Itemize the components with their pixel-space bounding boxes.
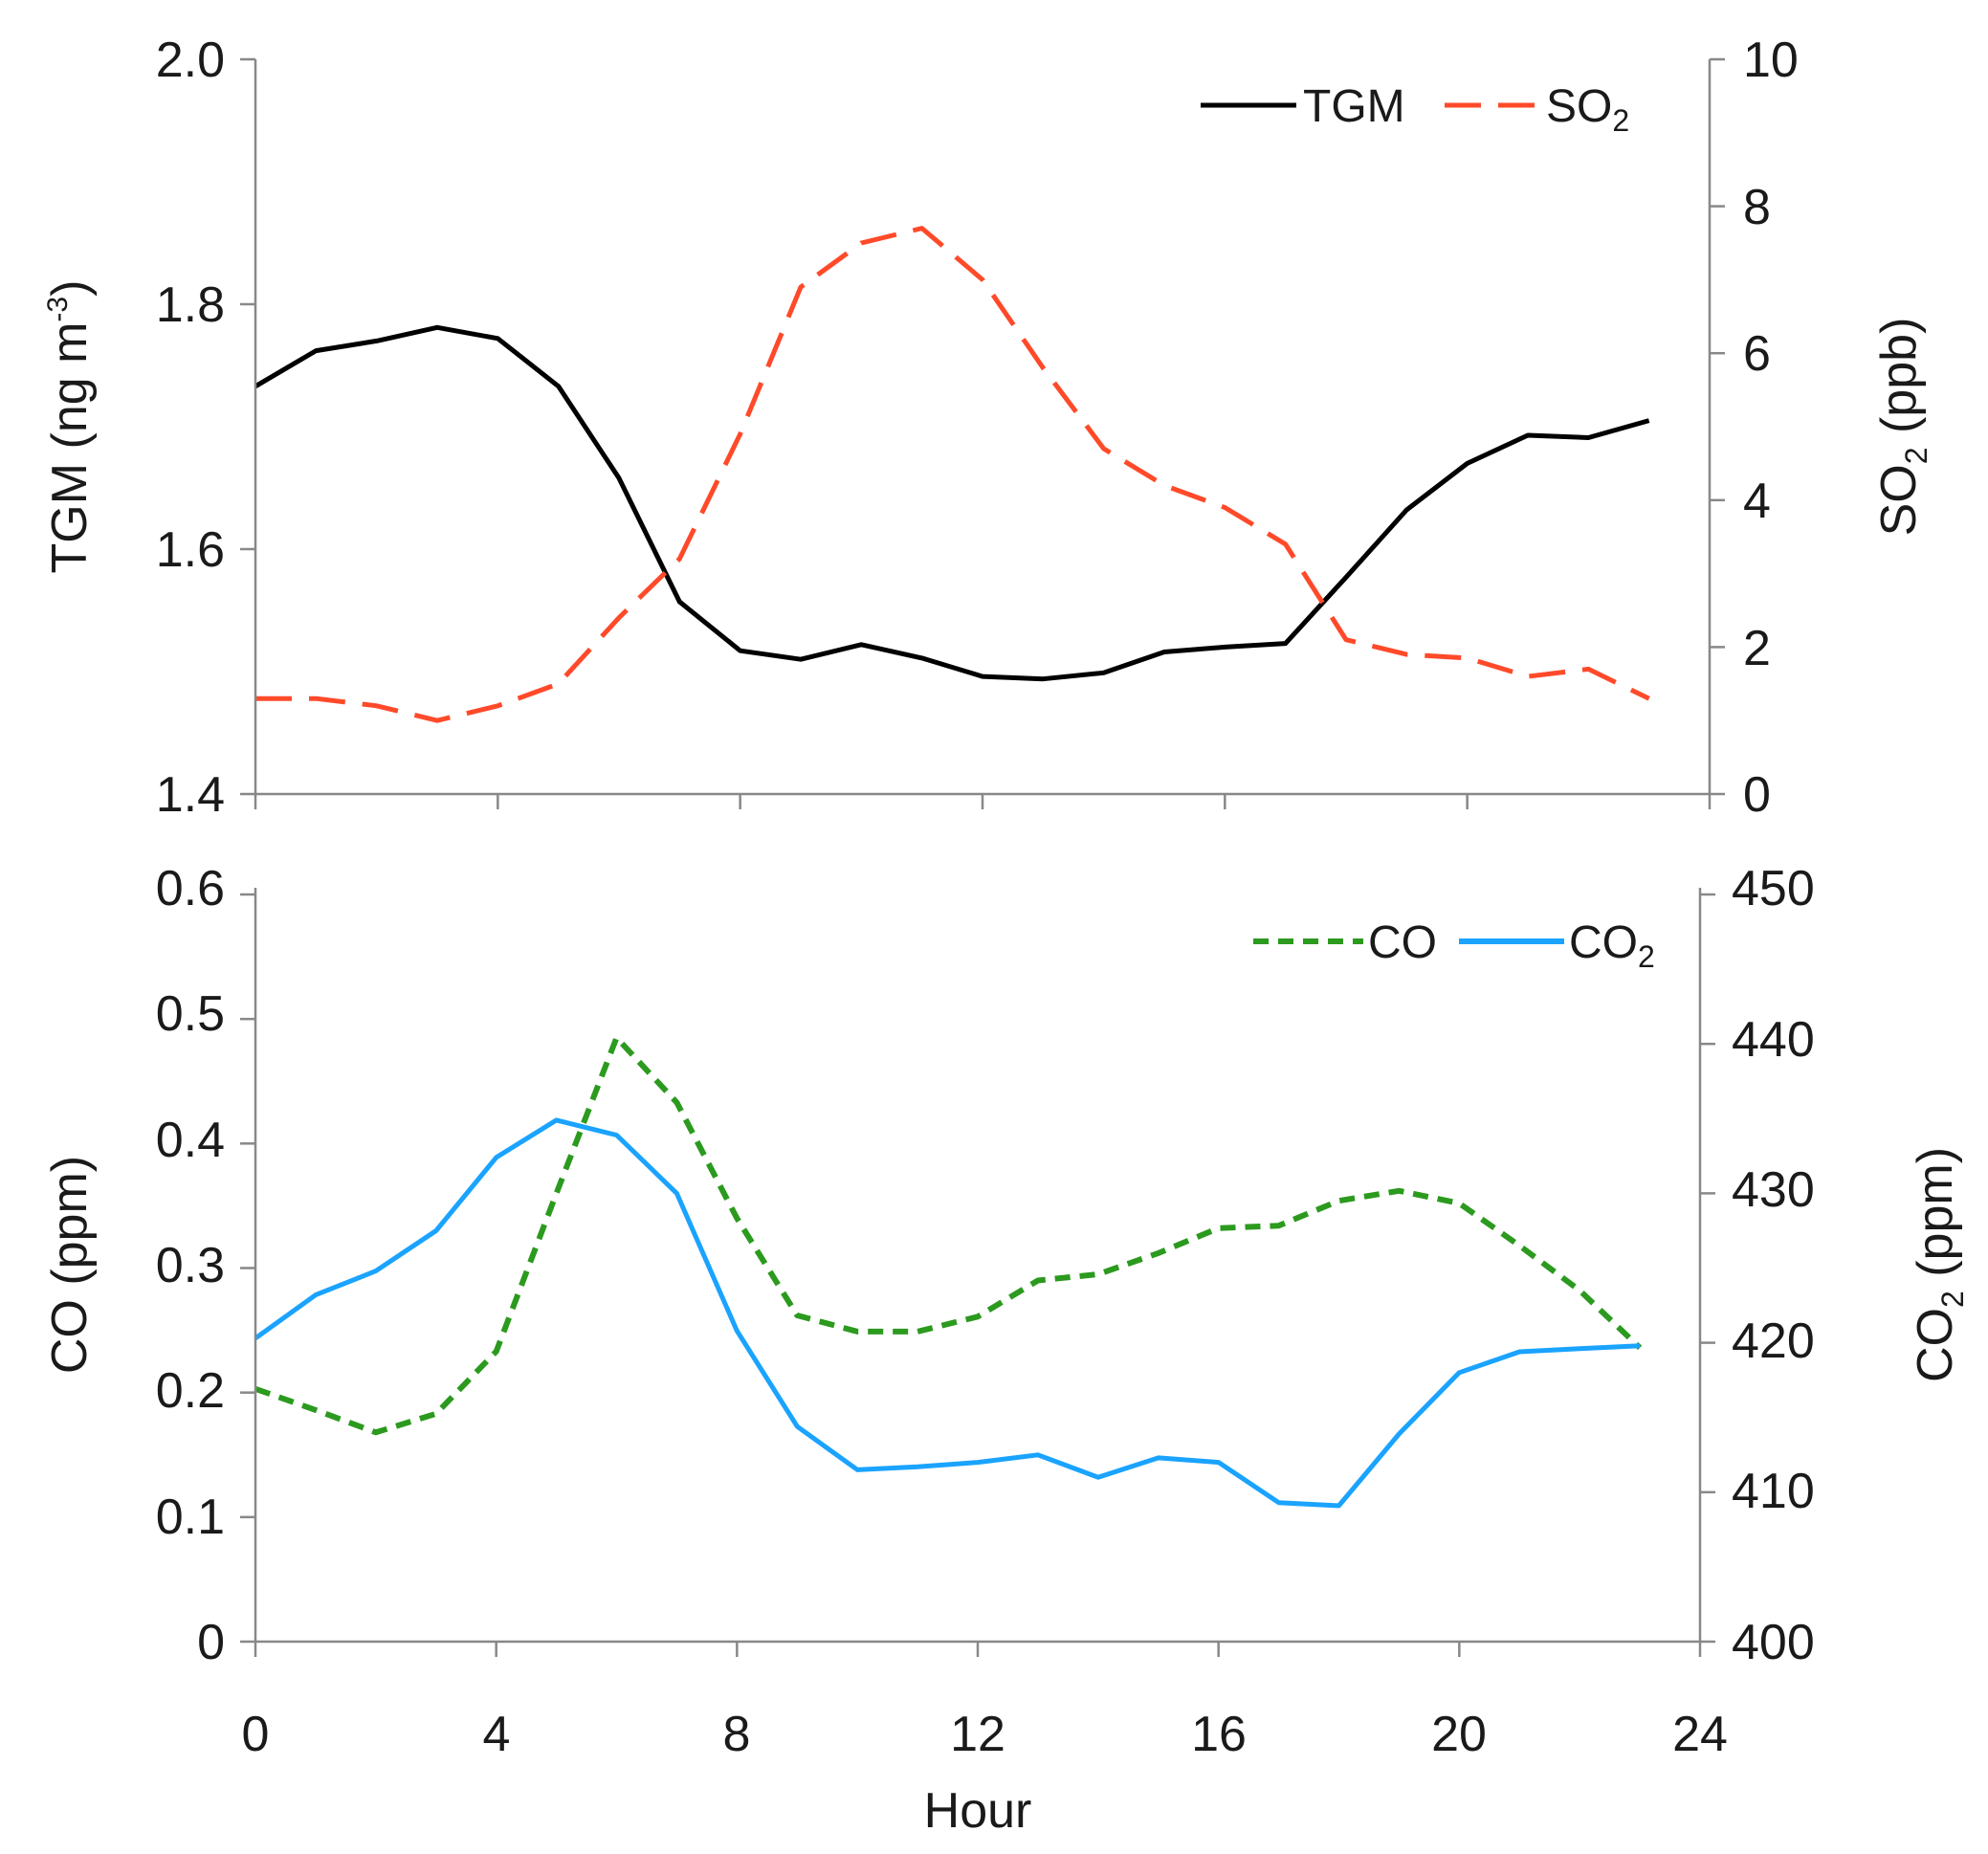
bottom-left-tick-label: 0.4 <box>156 1113 225 1168</box>
series-line-co2 <box>254 1117 1641 1509</box>
bottom-left-tick-label: 0 <box>197 1615 225 1670</box>
top-left-tick-label: 1.6 <box>156 522 225 578</box>
top-right-tick-label: 8 <box>1743 180 1771 235</box>
bottom-legend: CO CO2 <box>1253 917 1655 974</box>
x-axis-title: Hour <box>924 1783 1032 1839</box>
series-line-so2 <box>255 226 1650 723</box>
top-left-tick-label: 2.0 <box>156 33 225 88</box>
bottom-left-tick-label: 0.3 <box>156 1238 225 1293</box>
legend-label-co: CO <box>1368 917 1437 968</box>
bottom-right-tick-label: 420 <box>1732 1313 1815 1369</box>
bottom-right-tick-label: 450 <box>1732 861 1815 916</box>
top-left-tick-label: 1.8 <box>156 277 225 333</box>
top-right-tick-label: 10 <box>1743 33 1799 88</box>
top-right-axis-title: SO2 (ppb) <box>1871 318 1933 537</box>
x-tick-label: 20 <box>1431 1707 1487 1762</box>
bottom-right-tick-label: 400 <box>1732 1615 1815 1670</box>
legend-label-tgm: TGM <box>1303 81 1405 132</box>
x-tick-label: 8 <box>723 1707 751 1762</box>
top-right-tick-label: 4 <box>1743 474 1771 529</box>
bottom-ticks <box>240 893 1715 1657</box>
top-right-tick-label: 6 <box>1743 326 1771 382</box>
legend-label-so2: SO2 <box>1546 81 1629 138</box>
bottom-panel: 0 0.1 0.2 0.3 0.4 0.5 0.6 400 410 420 43… <box>42 861 1970 1839</box>
series-line-tgm <box>254 324 1650 682</box>
bottom-left-tick-label: 0.2 <box>156 1363 225 1419</box>
top-panel: 1.4 1.6 1.8 2.0 0 2 4 6 8 10 TGM (ng m-3… <box>42 33 1933 823</box>
top-right-tick-label: 0 <box>1743 767 1771 823</box>
series-line-co <box>254 1034 1643 1436</box>
legend-label-co2: CO2 <box>1569 917 1655 974</box>
top-legend: TGM SO2 <box>1201 81 1629 138</box>
x-tick-label: 16 <box>1191 1707 1247 1762</box>
x-tick-label: 12 <box>950 1707 1005 1762</box>
bottom-right-tick-label: 440 <box>1732 1012 1815 1068</box>
x-tick-label: 24 <box>1672 1707 1728 1762</box>
bottom-left-tick-label: 0.5 <box>156 986 225 1042</box>
bottom-left-axis-title: CO (ppm) <box>42 1156 98 1374</box>
top-ticks <box>240 57 1725 809</box>
top-left-tick-label: 1.4 <box>156 767 225 823</box>
x-tick-label: 4 <box>483 1707 511 1762</box>
bottom-series-group <box>254 1034 1643 1509</box>
top-left-axis-title: TGM (ng m-3) <box>42 280 98 574</box>
top-right-tick-label: 2 <box>1743 621 1771 676</box>
bottom-right-tick-label: 430 <box>1732 1162 1815 1218</box>
bottom-right-tick-label: 410 <box>1732 1464 1815 1519</box>
bottom-right-axis-title: CO2 (ppm) <box>1908 1147 1970 1382</box>
bottom-left-tick-label: 0.6 <box>156 861 225 916</box>
top-series-group <box>254 226 1650 723</box>
x-tick-label: 0 <box>242 1707 270 1762</box>
bottom-left-tick-label: 0.1 <box>156 1490 225 1545</box>
